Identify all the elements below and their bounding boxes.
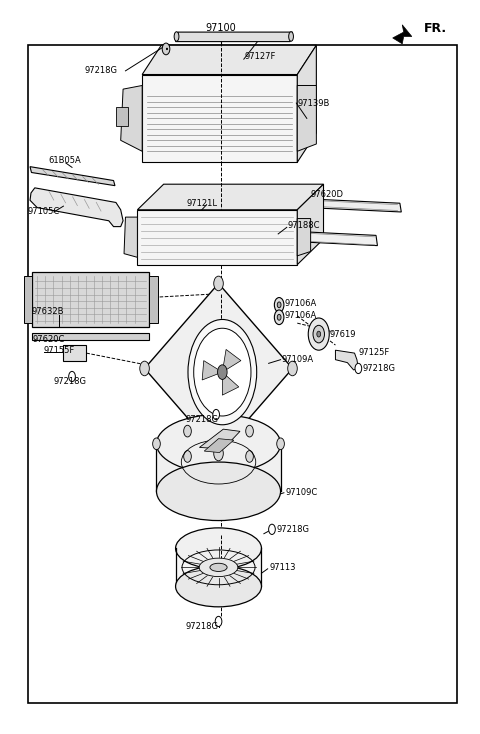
Text: 97632B: 97632B: [32, 307, 64, 316]
Text: 97113: 97113: [270, 563, 296, 572]
Text: FR.: FR.: [424, 22, 447, 35]
Circle shape: [194, 328, 251, 416]
Polygon shape: [137, 210, 297, 265]
Text: 97109C: 97109C: [285, 488, 318, 497]
Ellipse shape: [156, 415, 281, 473]
Text: 97106A: 97106A: [285, 311, 317, 320]
Ellipse shape: [199, 558, 238, 577]
Text: 97620C: 97620C: [33, 335, 65, 344]
Circle shape: [355, 363, 362, 374]
Text: 97139B: 97139B: [297, 98, 330, 107]
Circle shape: [275, 310, 284, 324]
Circle shape: [277, 438, 284, 450]
Polygon shape: [120, 85, 142, 151]
Circle shape: [153, 438, 160, 450]
Polygon shape: [302, 232, 377, 246]
Polygon shape: [116, 107, 128, 126]
Text: 97619: 97619: [330, 330, 356, 338]
Circle shape: [277, 314, 281, 320]
Circle shape: [213, 410, 219, 420]
Polygon shape: [336, 350, 359, 370]
Text: 97620D: 97620D: [311, 190, 344, 199]
Text: 97218G: 97218G: [85, 66, 118, 76]
Polygon shape: [297, 184, 324, 265]
Polygon shape: [142, 46, 316, 75]
Polygon shape: [297, 46, 316, 162]
Text: 97125F: 97125F: [359, 348, 390, 357]
Circle shape: [246, 425, 253, 437]
Polygon shape: [297, 85, 316, 151]
Text: 97218G: 97218G: [185, 622, 218, 631]
Polygon shape: [156, 444, 281, 491]
Polygon shape: [137, 184, 324, 210]
Circle shape: [275, 297, 284, 312]
Ellipse shape: [288, 32, 293, 41]
Circle shape: [288, 361, 297, 376]
Circle shape: [313, 325, 324, 343]
Polygon shape: [30, 167, 115, 186]
Text: 97100: 97100: [205, 23, 236, 34]
Ellipse shape: [176, 528, 262, 569]
Polygon shape: [204, 439, 234, 453]
Polygon shape: [24, 275, 33, 323]
Circle shape: [214, 276, 223, 291]
Text: 97106A: 97106A: [285, 299, 317, 308]
Polygon shape: [297, 219, 311, 256]
Text: 97121L: 97121L: [187, 199, 217, 208]
Text: 97127F: 97127F: [245, 52, 276, 62]
Ellipse shape: [174, 32, 179, 41]
Circle shape: [246, 451, 253, 462]
Circle shape: [69, 371, 75, 382]
Circle shape: [184, 425, 192, 437]
Polygon shape: [33, 272, 149, 327]
Polygon shape: [307, 199, 401, 212]
Ellipse shape: [202, 330, 242, 349]
Circle shape: [269, 524, 276, 534]
Circle shape: [140, 361, 149, 376]
Text: 61B05A: 61B05A: [48, 156, 81, 165]
Circle shape: [162, 43, 170, 55]
Polygon shape: [199, 429, 240, 449]
Text: 97218G: 97218G: [276, 525, 309, 534]
Text: 97109A: 97109A: [282, 355, 314, 364]
Circle shape: [188, 319, 257, 425]
Circle shape: [277, 302, 281, 308]
Circle shape: [214, 446, 223, 461]
Polygon shape: [149, 275, 158, 323]
Circle shape: [308, 318, 329, 350]
Polygon shape: [144, 283, 292, 454]
Ellipse shape: [156, 462, 281, 520]
Polygon shape: [393, 25, 412, 44]
Ellipse shape: [210, 563, 227, 572]
Polygon shape: [30, 188, 123, 227]
Text: 97218G: 97218G: [185, 415, 218, 424]
Text: 97105C: 97105C: [28, 208, 60, 217]
Text: 97218G: 97218G: [362, 364, 395, 373]
Polygon shape: [222, 349, 241, 372]
Circle shape: [217, 365, 227, 379]
Polygon shape: [63, 345, 86, 361]
Circle shape: [167, 48, 168, 50]
Polygon shape: [222, 372, 239, 395]
Circle shape: [215, 617, 222, 627]
Polygon shape: [124, 217, 137, 258]
Text: 97155F: 97155F: [43, 346, 74, 355]
Circle shape: [184, 451, 192, 462]
Polygon shape: [202, 360, 222, 380]
Polygon shape: [33, 333, 149, 340]
Ellipse shape: [176, 566, 262, 607]
Text: 97188C: 97188C: [288, 221, 320, 230]
Polygon shape: [142, 75, 297, 162]
Polygon shape: [176, 548, 262, 586]
Polygon shape: [176, 32, 292, 42]
Circle shape: [317, 331, 321, 337]
Text: 97218G: 97218G: [54, 377, 87, 386]
